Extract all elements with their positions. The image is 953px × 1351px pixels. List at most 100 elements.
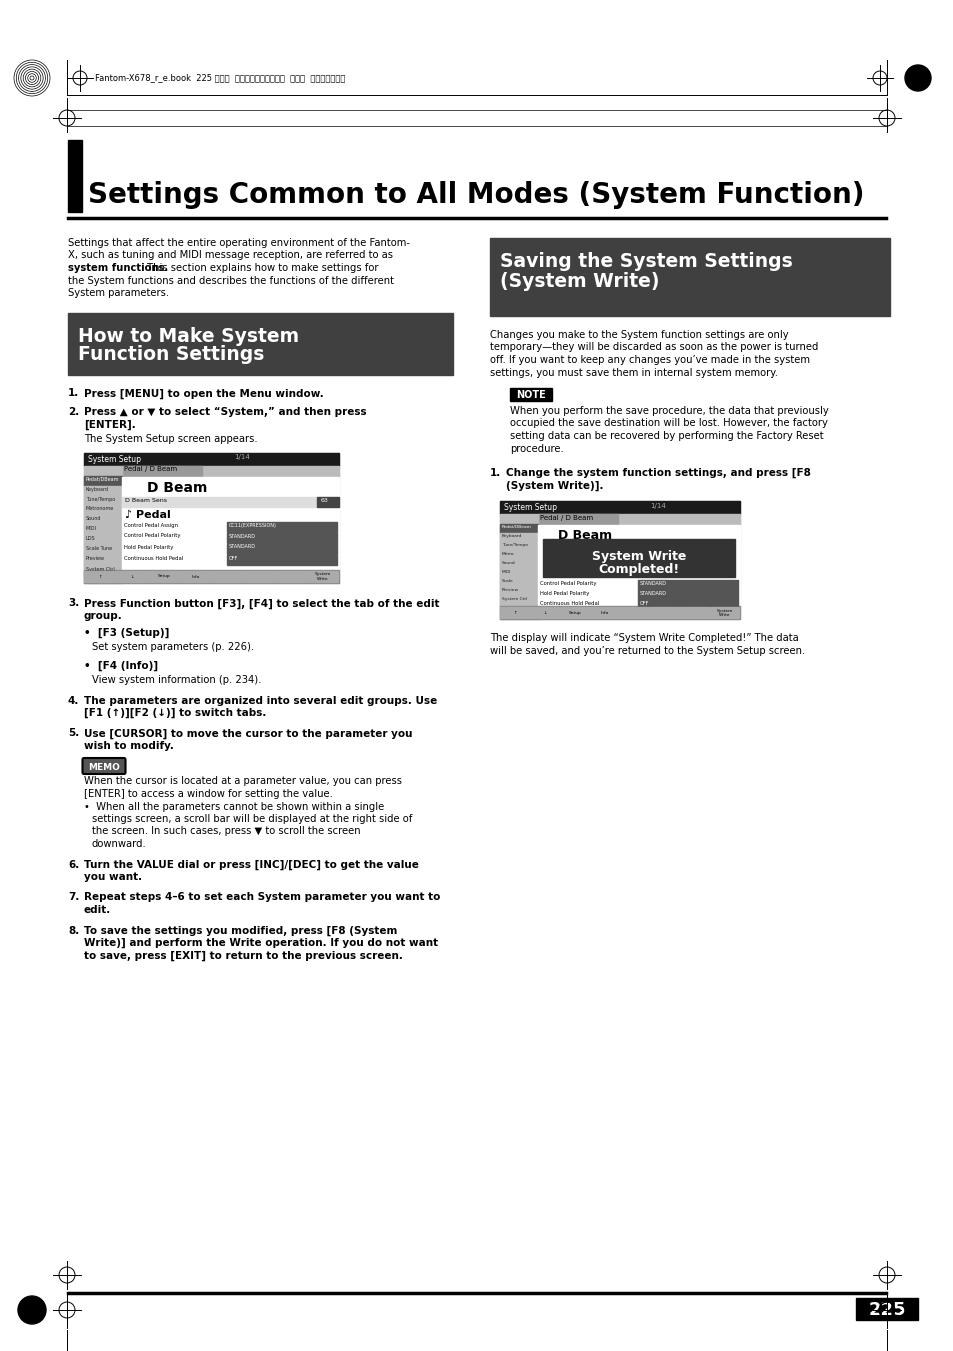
Text: MIDI: MIDI xyxy=(86,527,97,531)
Text: Settings that affect the entire operating environment of the Fantom-: Settings that affect the entire operatin… xyxy=(68,238,410,249)
Text: Keyboard: Keyboard xyxy=(501,534,522,538)
Bar xyxy=(510,388,552,401)
Text: Settings Common to All Modes (System Function): Settings Common to All Modes (System Fun… xyxy=(88,181,863,209)
Bar xyxy=(499,586,537,596)
Text: MEMO: MEMO xyxy=(88,762,120,771)
Text: When you perform the save procedure, the data that previously: When you perform the save procedure, the… xyxy=(510,407,828,416)
Text: ↓: ↓ xyxy=(542,611,546,615)
Text: X, such as tuning and MIDI message reception, are referred to as: X, such as tuning and MIDI message recep… xyxy=(68,250,393,261)
Bar xyxy=(116,570,147,581)
Bar xyxy=(84,466,122,582)
Bar xyxy=(227,532,336,543)
Text: Press ▲ or ▼ to select “System,” and then press: Press ▲ or ▼ to select “System,” and the… xyxy=(84,407,366,417)
Text: 63: 63 xyxy=(320,497,329,503)
Text: NOTE: NOTE xyxy=(516,390,545,400)
Text: downward.: downward. xyxy=(91,839,147,848)
Text: Press Function button [F3], [F4] to select the tab of the edit: Press Function button [F3], [F4] to sele… xyxy=(84,598,439,609)
Text: The parameters are organized into several edit groups. Use: The parameters are organized into severa… xyxy=(84,696,436,705)
Bar xyxy=(638,590,738,600)
Text: occupied the save destination will be lost. However, the factory: occupied the save destination will be lo… xyxy=(510,419,827,428)
Bar xyxy=(227,543,336,554)
Text: 1.: 1. xyxy=(490,467,500,478)
Text: Scale: Scale xyxy=(501,580,514,584)
Text: System parameters.: System parameters. xyxy=(68,288,169,299)
Text: Tune/Tempo: Tune/Tempo xyxy=(501,543,527,547)
Bar xyxy=(560,607,589,617)
Text: [ENTER].: [ENTER]. xyxy=(84,420,135,430)
Bar xyxy=(227,521,336,531)
Bar xyxy=(84,555,122,566)
Text: System
Write: System Write xyxy=(716,609,732,617)
FancyBboxPatch shape xyxy=(82,758,126,774)
Bar xyxy=(227,554,336,565)
Text: Repeat steps 4–6 to set each System parameter you want to: Repeat steps 4–6 to set each System para… xyxy=(84,893,440,902)
Text: 225: 225 xyxy=(867,1301,904,1319)
Bar xyxy=(500,607,529,617)
Text: •  When all the parameters cannot be shown within a single: • When all the parameters cannot be show… xyxy=(84,801,384,812)
Text: the System functions and describes the functions of the different: the System functions and describes the f… xyxy=(68,276,394,285)
Text: Control Pedal Assign: Control Pedal Assign xyxy=(124,523,178,527)
Text: ↑: ↑ xyxy=(513,611,517,615)
Text: System Setup: System Setup xyxy=(88,454,141,463)
Text: temporary—they will be discarded as soon as the power is turned: temporary—they will be discarded as soon… xyxy=(490,343,818,353)
Bar xyxy=(84,476,122,485)
Text: Metro: Metro xyxy=(501,553,514,557)
Bar xyxy=(855,1298,917,1320)
Text: edit.: edit. xyxy=(84,905,112,915)
Text: LDS: LDS xyxy=(86,536,95,542)
Text: system functions.: system functions. xyxy=(68,263,168,273)
Bar xyxy=(275,570,306,581)
Text: 1.: 1. xyxy=(68,389,79,399)
Text: Completed!: Completed! xyxy=(598,563,679,576)
Text: the screen. In such cases, press ▼ to scroll the screen: the screen. In such cases, press ▼ to sc… xyxy=(91,827,360,836)
Bar xyxy=(84,485,122,496)
Bar xyxy=(148,570,179,581)
Bar xyxy=(650,607,679,617)
Text: (System Write): (System Write) xyxy=(499,272,659,290)
Circle shape xyxy=(904,65,930,91)
Text: System Write: System Write xyxy=(591,550,685,563)
Text: The display will indicate “System Write Completed!” The data: The display will indicate “System Write … xyxy=(490,634,798,643)
Bar xyxy=(499,578,537,586)
Bar xyxy=(68,312,453,374)
Text: 3.: 3. xyxy=(68,598,79,608)
Text: Turn the VALUE dial or press [INC]/[DEC] to get the value: Turn the VALUE dial or press [INC]/[DEC]… xyxy=(84,859,418,870)
Bar xyxy=(537,513,740,526)
Text: System Ctrl: System Ctrl xyxy=(501,597,527,601)
Text: Setup: Setup xyxy=(157,574,170,578)
Text: Pedat/DBeam: Pedat/DBeam xyxy=(86,477,119,481)
Bar xyxy=(122,497,316,507)
Bar xyxy=(638,600,738,611)
Bar xyxy=(499,551,537,561)
Bar xyxy=(499,542,537,551)
Text: To save the settings you modified, press [F8 (System: To save the settings you modified, press… xyxy=(84,925,397,936)
Text: ↓: ↓ xyxy=(130,574,133,578)
Bar xyxy=(84,546,122,555)
Text: 5.: 5. xyxy=(68,728,79,739)
Text: settings, you must save them in internal system memory.: settings, you must save them in internal… xyxy=(490,367,778,377)
Text: Control Pedal Polarity: Control Pedal Polarity xyxy=(124,534,180,539)
Bar xyxy=(638,580,738,590)
Bar xyxy=(122,466,202,477)
Bar xyxy=(499,524,537,534)
Text: Continuous Hold Pedal: Continuous Hold Pedal xyxy=(124,555,183,561)
Bar xyxy=(122,477,338,570)
Bar xyxy=(679,607,709,617)
Text: Saving the System Settings: Saving the System Settings xyxy=(499,253,792,272)
Text: [ENTER] to access a window for setting the value.: [ENTER] to access a window for setting t… xyxy=(84,789,333,798)
Text: Pedal / D Beam: Pedal / D Beam xyxy=(124,466,177,473)
Text: Tune/Tempo: Tune/Tempo xyxy=(86,497,115,501)
Bar xyxy=(84,505,122,516)
Text: •  [F3 (Setup)]: • [F3 (Setup)] xyxy=(84,627,170,638)
Bar xyxy=(537,526,740,607)
Text: Hold Pedal Polarity: Hold Pedal Polarity xyxy=(124,544,173,550)
Text: Sound: Sound xyxy=(501,561,516,565)
Bar xyxy=(590,607,618,617)
Circle shape xyxy=(18,1296,46,1324)
Text: When the cursor is located at a parameter value, you can press: When the cursor is located at a paramete… xyxy=(84,777,401,786)
Bar xyxy=(710,607,739,617)
Text: procedure.: procedure. xyxy=(510,443,563,454)
Text: View system information (p. 234).: View system information (p. 234). xyxy=(91,676,261,685)
Text: Setup: Setup xyxy=(568,611,580,615)
Bar xyxy=(84,453,338,466)
